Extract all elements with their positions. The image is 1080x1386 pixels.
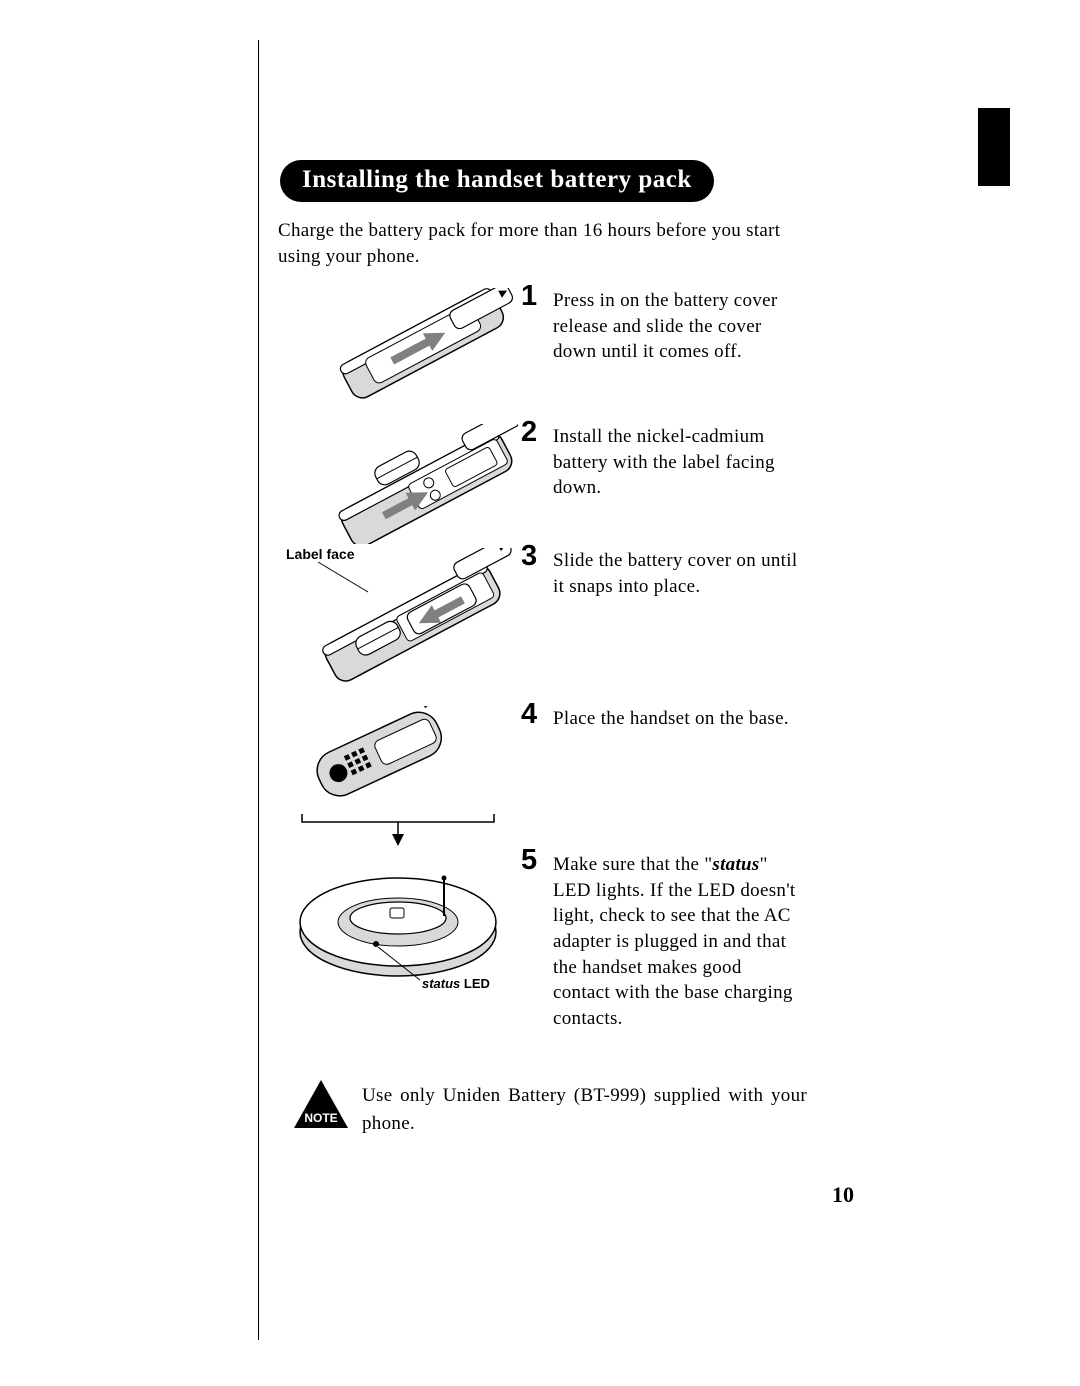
step-2-illustration — [278, 424, 518, 549]
step-text: Make sure that the "status" LED lights. … — [553, 852, 803, 1031]
step-number: 3 — [521, 540, 537, 573]
step-1-illustration — [278, 288, 518, 413]
step-text: Slide the battery cover on until it snap… — [553, 548, 803, 599]
status-led-label: status LED — [422, 976, 490, 991]
page-number: 10 — [832, 1182, 854, 1208]
step-number: 1 — [521, 280, 537, 313]
svg-text:NOTE: NOTE — [304, 1111, 337, 1125]
margin-rule — [258, 40, 259, 1340]
step-4-illustration — [278, 706, 518, 851]
note-text: Use only Uniden Battery (BT-999) supplie… — [362, 1082, 807, 1137]
step-number: 5 — [521, 844, 537, 877]
step-number: 4 — [521, 698, 537, 731]
intro-text: Charge the battery pack for more than 16… — [278, 218, 798, 269]
note-icon: NOTE — [292, 1078, 350, 1137]
section-heading: Installing the handset battery pack — [280, 160, 714, 202]
step-text: Install the nickel-cadmium battery with … — [553, 424, 803, 501]
step-number: 2 — [521, 416, 537, 449]
page-tab — [978, 108, 1010, 186]
step-text: Place the handset on the base. — [553, 706, 803, 732]
step-5-illustration: status LED — [278, 852, 518, 1027]
step-text: Press in on the battery cover release an… — [553, 288, 803, 365]
